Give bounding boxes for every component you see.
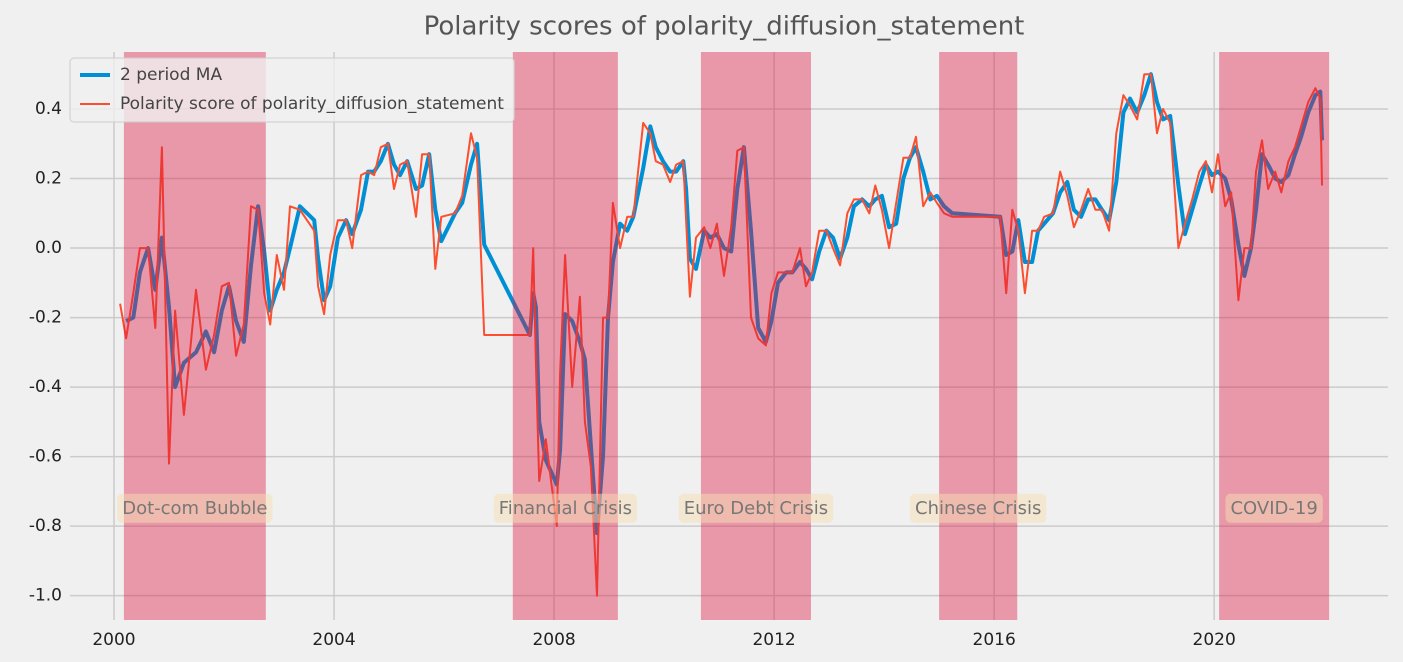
x-tick-label: 2012	[752, 630, 795, 650]
annotation-box	[910, 493, 1047, 523]
x-tick-label: 2004	[312, 630, 355, 650]
shaded-period	[123, 52, 266, 620]
annotation-box	[1225, 493, 1323, 523]
shaded-period	[700, 52, 811, 620]
y-tick-label: -0.6	[29, 447, 62, 467]
period-annotation: Euro Debt Crisis	[678, 493, 834, 523]
y-tick-label: -0.2	[29, 308, 62, 328]
annotation-label: Chinese Crisis	[915, 498, 1041, 519]
y-tick-label: 0.4	[35, 99, 62, 119]
x-tick-label: 2016	[973, 630, 1016, 650]
x-tick-label: 2020	[1193, 630, 1236, 650]
annotation-label: Euro Debt Crisis	[684, 498, 828, 519]
legend: 2 period MA Polarity score of polarity_di…	[69, 57, 515, 123]
y-tick-label: -1.0	[29, 586, 62, 606]
period-annotation: Chinese Crisis	[910, 493, 1047, 523]
y-tick-label: -0.4	[29, 377, 62, 397]
shaded-period	[512, 52, 618, 620]
period-annotation: Financial Crisis	[493, 493, 637, 523]
annotation-box	[678, 493, 834, 523]
annotation-box	[493, 493, 637, 523]
annotation-label: COVID-19	[1230, 498, 1317, 519]
shaded-period	[939, 52, 1018, 620]
annotation-label: Financial Crisis	[499, 498, 632, 519]
annotation-label: Dot-com Bubble	[122, 498, 267, 519]
y-tick-label: 0.0	[35, 238, 62, 258]
legend-box	[69, 57, 515, 123]
shaded-period	[1219, 52, 1330, 620]
legend-label: 2 period MA	[120, 65, 222, 85]
chart-title: Polarity scores of polarity_diffusion_st…	[424, 12, 1025, 42]
series-line	[125, 72, 1324, 536]
annotation-box	[117, 493, 273, 523]
legend-label: Polarity score of polarity_diffusion_sta…	[120, 94, 504, 114]
period-annotation: COVID-19	[1225, 493, 1323, 523]
x-tick-label: 2000	[92, 630, 135, 650]
series-line	[119, 73, 1323, 597]
period-annotation: Dot-com Bubble	[117, 493, 273, 523]
y-tick-label: -0.8	[29, 516, 62, 536]
y-tick-label: 0.2	[35, 169, 62, 189]
x-tick-label: 2008	[532, 630, 575, 650]
